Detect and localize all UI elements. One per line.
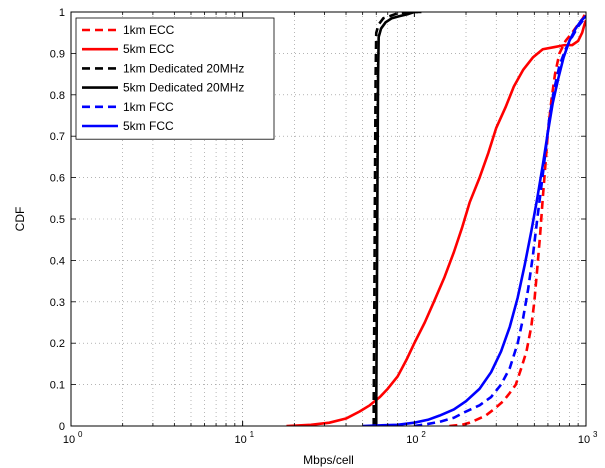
x-tick-label: 10 0 [63,430,83,446]
x-axis-label: Mbps/cell [303,453,354,467]
y-tick-label: 0.4 [50,255,65,267]
y-tick-label: 0.8 [50,90,65,102]
y-axis-label: CDF [13,207,27,232]
legend-box [76,18,274,139]
y-tick-label: 1 [59,7,65,19]
x-tick-label-exponent: 3 [593,430,598,439]
x-tick-label: 10 1 [235,430,255,446]
legend-label: 1km FCC [123,100,174,114]
legend-label: 1km ECC [123,23,175,37]
x-tick-label-base: 10 [63,434,75,446]
x-tick-label: 10 2 [406,430,426,446]
x-tick-label-exponent: 1 [250,430,255,439]
y-tick-label: 0.3 [50,297,65,309]
x-tick-label-exponent: 0 [78,430,83,439]
x-tick-label-base: 10 [235,434,247,446]
legend: 1km ECC 5km ECC 1km Dedicated 20MHz 5km Ded… [76,18,274,139]
y-tick-label: 0.1 [50,380,65,392]
x-tick-label: 10 3 [578,430,598,446]
legend-label: 5km FCC [123,119,174,133]
x-tick-label-base: 10 [406,434,418,446]
legend-label: 5km ECC [123,42,175,56]
y-tick-label: 0.2 [50,338,65,350]
x-tick-label-exponent: 2 [421,430,426,439]
y-tick-label: 0.9 [50,48,65,60]
y-tick-label: 0.5 [50,214,65,226]
y-tick-label: 0.6 [50,173,65,185]
legend-label: 5km Dedicated 20MHz [123,81,244,95]
x-tick-label-base: 10 [578,434,590,446]
y-tick-label: 0.7 [50,131,65,143]
y-tick-label: 0 [59,421,65,433]
legend-label: 1km Dedicated 20MHz [123,61,244,75]
